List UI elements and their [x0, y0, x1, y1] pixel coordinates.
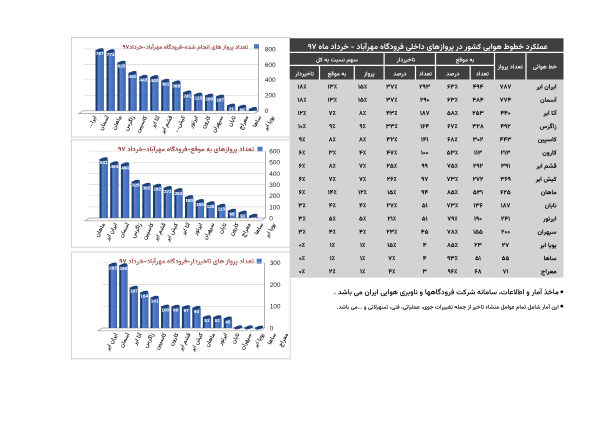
svg-text:4: 4	[237, 328, 240, 333]
svg-text:391: 391	[161, 82, 169, 87]
svg-text:200: 200	[270, 282, 281, 289]
svg-text:141: 141	[151, 299, 159, 304]
svg-text:55: 55	[239, 108, 245, 113]
svg-text:23: 23	[251, 217, 257, 222]
svg-text:302: 302	[143, 186, 151, 191]
svg-text:253: 253	[175, 191, 183, 196]
svg-text:774: 774	[107, 52, 115, 57]
svg-text:136: 136	[207, 204, 215, 209]
svg-text:494: 494	[110, 164, 118, 169]
svg-text:492: 492	[129, 74, 137, 79]
svg-text:51: 51	[215, 318, 221, 323]
svg-text:51: 51	[204, 318, 210, 323]
svg-text:787: 787	[96, 51, 104, 56]
svg-text:500: 500	[269, 160, 280, 167]
svg-text:400: 400	[265, 77, 276, 84]
svg-text:187: 187	[130, 289, 138, 294]
svg-text:800: 800	[265, 46, 276, 53]
svg-text:3: 3	[258, 329, 261, 334]
svg-text:600: 600	[265, 62, 276, 69]
svg-text:531: 531	[100, 160, 108, 165]
svg-text:100: 100	[270, 304, 281, 311]
svg-text:71: 71	[228, 107, 234, 112]
svg-text:440: 440	[150, 78, 158, 83]
svg-text:164: 164	[140, 294, 148, 299]
svg-text:328: 328	[132, 183, 140, 188]
svg-text:99: 99	[173, 308, 179, 313]
svg-text:400: 400	[269, 171, 280, 178]
svg-text:0: 0	[270, 325, 274, 332]
svg-text:27: 27	[250, 110, 256, 115]
svg-text:290: 290	[119, 266, 127, 271]
svg-text:200: 200	[205, 97, 213, 102]
svg-text:272: 272	[164, 189, 172, 194]
svg-text:241: 241	[183, 93, 191, 98]
svg-text:4: 4	[247, 328, 250, 333]
svg-text:300: 300	[269, 182, 280, 189]
svg-text:600: 600	[269, 149, 280, 156]
svg-text:68: 68	[229, 212, 235, 217]
svg-text:94: 94	[194, 309, 200, 314]
svg-text:100: 100	[161, 308, 169, 313]
svg-text:300: 300	[270, 260, 281, 267]
svg-text:0: 0	[265, 108, 269, 115]
svg-text:213: 213	[194, 96, 202, 101]
svg-text:484: 484	[121, 165, 129, 170]
svg-text:200: 200	[269, 193, 280, 200]
svg-text:625: 625	[118, 64, 126, 69]
svg-text:97: 97	[183, 308, 189, 313]
svg-text:190: 190	[185, 198, 193, 203]
svg-text:369: 369	[172, 83, 180, 88]
svg-text:293: 293	[109, 266, 117, 271]
svg-text:155: 155	[196, 202, 204, 207]
svg-text:51: 51	[240, 214, 246, 219]
svg-text:200: 200	[265, 93, 276, 100]
svg-text:113: 113	[218, 207, 226, 212]
svg-text:292: 292	[153, 187, 161, 192]
svg-text:45: 45	[225, 319, 231, 324]
svg-text:187: 187	[216, 98, 224, 103]
svg-text:0: 0	[269, 215, 273, 222]
svg-text:443: 443	[140, 78, 148, 83]
svg-text:100: 100	[269, 204, 280, 211]
